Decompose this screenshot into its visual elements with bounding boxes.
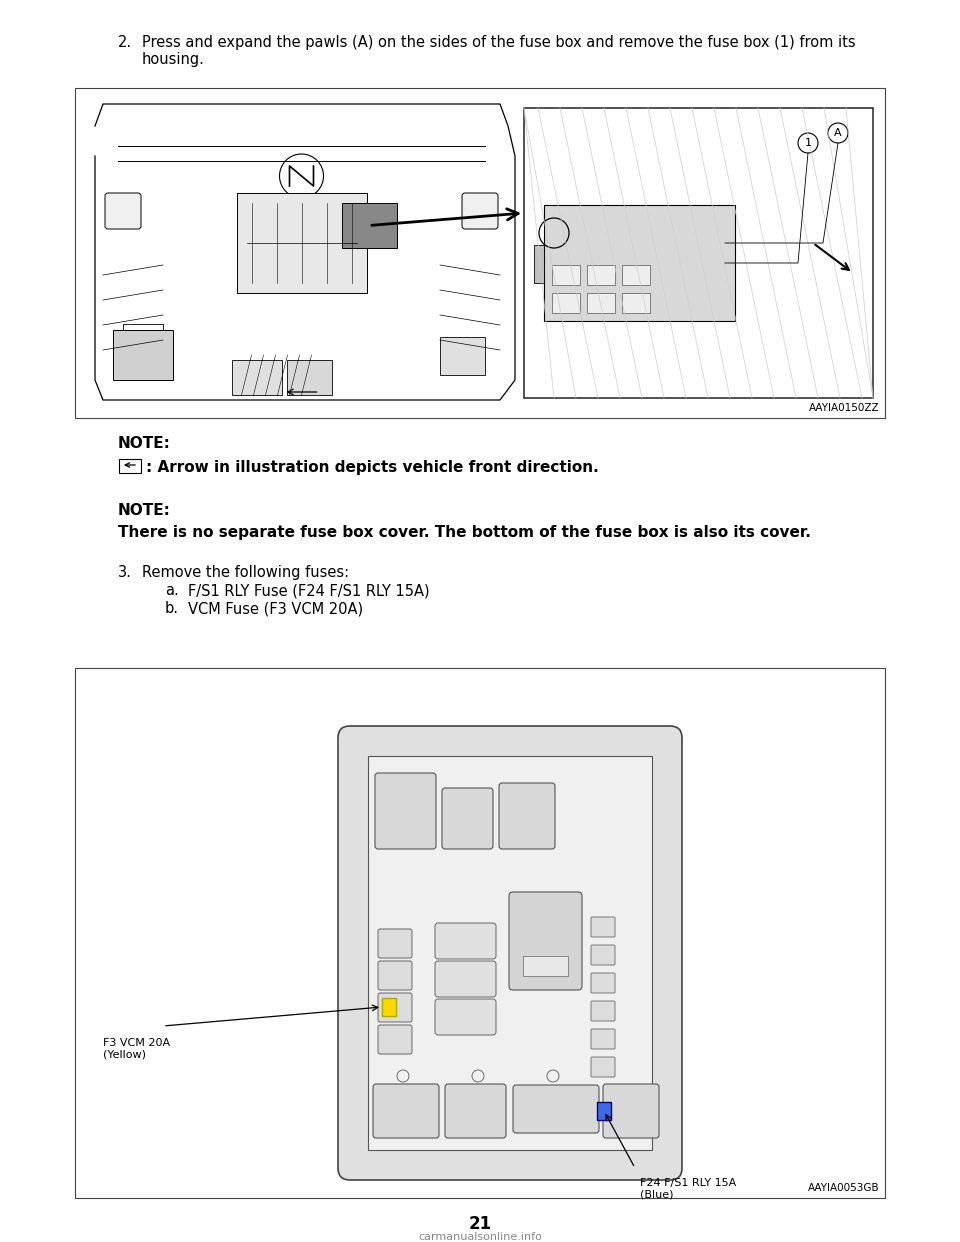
FancyBboxPatch shape: [338, 727, 682, 1180]
Bar: [286, 360, 331, 395]
Text: F/S1 RLY Fuse (F24 F/S1 RLY 15A): F/S1 RLY Fuse (F24 F/S1 RLY 15A): [188, 582, 430, 597]
FancyBboxPatch shape: [591, 1001, 615, 1021]
Text: carmanualsonline.info: carmanualsonline.info: [418, 1232, 542, 1242]
Text: a.: a.: [165, 582, 179, 597]
FancyBboxPatch shape: [513, 1086, 599, 1133]
FancyBboxPatch shape: [462, 193, 498, 229]
Text: NOTE:: NOTE:: [118, 503, 171, 518]
FancyBboxPatch shape: [378, 961, 412, 990]
Text: A: A: [834, 128, 842, 138]
Text: AAYIA0150ZZ: AAYIA0150ZZ: [809, 402, 880, 414]
Text: 3.: 3.: [118, 565, 132, 580]
Text: F24 F/S1 RLY 15A
(Blue): F24 F/S1 RLY 15A (Blue): [640, 1177, 736, 1200]
FancyBboxPatch shape: [445, 1084, 506, 1138]
Text: 1: 1: [804, 138, 811, 148]
Bar: [75, 668, 885, 1199]
Bar: [622, 293, 650, 313]
FancyBboxPatch shape: [499, 782, 555, 850]
Text: 2.: 2.: [118, 35, 132, 50]
Bar: [382, 999, 396, 1016]
Bar: [597, 1102, 611, 1120]
Bar: [440, 337, 485, 375]
Bar: [113, 330, 173, 380]
Bar: [524, 108, 873, 397]
FancyBboxPatch shape: [378, 1025, 412, 1054]
Text: VCM Fuse (F3 VCM 20A): VCM Fuse (F3 VCM 20A): [188, 601, 363, 616]
Bar: [368, 756, 652, 1150]
FancyBboxPatch shape: [442, 787, 493, 850]
Text: Remove the following fuses:: Remove the following fuses:: [142, 565, 349, 580]
Bar: [552, 293, 580, 313]
Text: AAYIA0053GB: AAYIA0053GB: [808, 1182, 880, 1194]
FancyBboxPatch shape: [373, 1084, 439, 1138]
Bar: [342, 202, 396, 248]
Text: 21: 21: [468, 1215, 492, 1233]
Bar: [75, 88, 885, 419]
FancyBboxPatch shape: [378, 994, 412, 1022]
Bar: [534, 245, 544, 283]
FancyBboxPatch shape: [435, 999, 496, 1035]
Text: F3 VCM 20A
(Yellow): F3 VCM 20A (Yellow): [103, 1038, 170, 1059]
FancyBboxPatch shape: [591, 1030, 615, 1049]
Text: : Arrow in illustration depicts vehicle front direction.: : Arrow in illustration depicts vehicle …: [146, 460, 599, 474]
FancyBboxPatch shape: [435, 923, 496, 959]
Bar: [523, 956, 568, 976]
FancyBboxPatch shape: [591, 1057, 615, 1077]
Bar: [587, 265, 615, 284]
FancyBboxPatch shape: [591, 945, 615, 965]
Bar: [587, 293, 615, 313]
FancyBboxPatch shape: [509, 892, 582, 990]
Bar: [231, 360, 281, 395]
Bar: [544, 205, 735, 320]
Text: NOTE:: NOTE:: [118, 436, 171, 451]
Text: There is no separate fuse box cover. The bottom of the fuse box is also its cove: There is no separate fuse box cover. The…: [118, 525, 811, 540]
Bar: [236, 193, 367, 293]
Bar: [119, 460, 141, 473]
Bar: [83, 96, 520, 410]
FancyBboxPatch shape: [378, 929, 412, 958]
FancyBboxPatch shape: [591, 972, 615, 994]
FancyBboxPatch shape: [105, 193, 141, 229]
Text: b.: b.: [165, 601, 179, 616]
Bar: [622, 265, 650, 284]
Text: Press and expand the pawls (A) on the sides of the fuse box and remove the fuse : Press and expand the pawls (A) on the si…: [142, 35, 855, 50]
FancyBboxPatch shape: [591, 917, 615, 936]
FancyBboxPatch shape: [375, 773, 436, 850]
Text: housing.: housing.: [142, 52, 204, 67]
FancyBboxPatch shape: [435, 961, 496, 997]
Bar: [552, 265, 580, 284]
FancyBboxPatch shape: [603, 1084, 659, 1138]
